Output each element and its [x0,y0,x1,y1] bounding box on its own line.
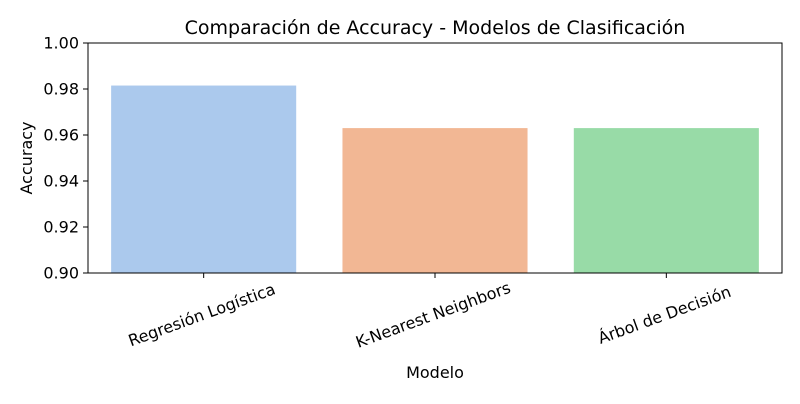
y-tick-label: 0.90 [43,264,79,283]
chart-title: Comparación de Accuracy - Modelos de Cla… [185,17,686,39]
y-tick-label: 0.92 [43,218,79,237]
y-axis: 0.90 0.92 0.94 0.96 0.98 1.00 [43,34,88,283]
y-axis-label: Accuracy [17,121,36,194]
y-tick-label: 1.00 [43,34,79,53]
bar-2 [342,128,528,273]
plot-frame [87,42,783,274]
y-tick-label: 0.96 [43,126,79,145]
bar-1 [111,85,297,273]
y-tick-label: 0.94 [43,172,79,191]
x-axis-label: Modelo [406,363,464,382]
bars-layer [111,85,759,273]
y-tick-label: 0.98 [43,80,79,99]
bar-3 [573,128,759,273]
